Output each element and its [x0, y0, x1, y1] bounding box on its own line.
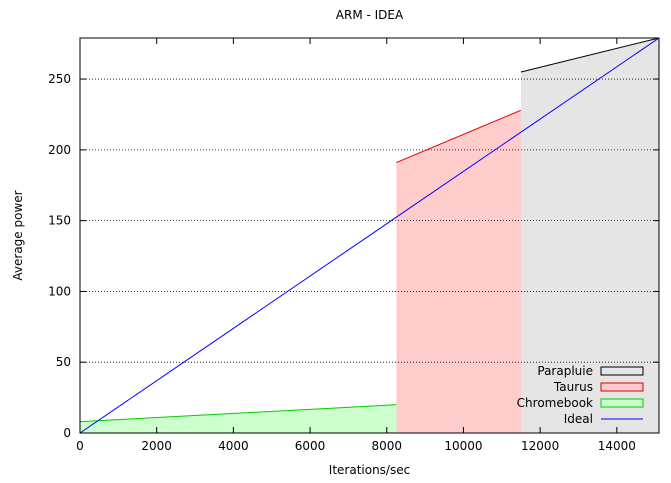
legend-label-ideal: Ideal: [564, 412, 593, 426]
y-tick-label: 250: [48, 72, 71, 86]
line-chromebook: [79, 404, 397, 423]
x-tick-label: 0: [76, 439, 84, 453]
y-axis-ticks: 0 50 100 150 200 250: [48, 72, 659, 440]
x-tick-label: 2000: [141, 439, 172, 453]
x-tick-label: 12000: [521, 439, 559, 453]
y-tick-label: 100: [48, 284, 71, 298]
legend-swatch-chromebook: [600, 398, 644, 408]
series-lines: [79, 37, 660, 434]
x-axis-ticks: 0 2000 4000 6000 8000 10000 12000 14000: [76, 38, 636, 453]
y-tick-label: 200: [48, 143, 71, 157]
y-tick-label: 50: [56, 355, 71, 369]
legend-label-chromebook: Chromebook: [517, 396, 593, 410]
x-tick-label: 6000: [295, 439, 326, 453]
legend: Parapluie Taurus Chromebook Ideal: [517, 364, 644, 426]
legend-swatch-parapluie: [600, 366, 644, 376]
line-taurus: [396, 109, 522, 164]
chart-title: ARM - IDEA: [336, 8, 404, 22]
grid-lines: [80, 78, 659, 363]
legend-label-taurus: Taurus: [553, 380, 593, 394]
series-areas: [80, 38, 659, 434]
area-parapluie: [520, 38, 659, 433]
y-tick-label: 0: [63, 426, 71, 440]
x-axis-label: Iterations/sec: [329, 463, 410, 477]
y-axis-label: Average power: [11, 190, 25, 280]
plot-frame: [79, 37, 660, 434]
line-parapluie: [520, 37, 660, 73]
x-tick-label: 10000: [444, 439, 482, 453]
x-tick-label: 14000: [598, 439, 636, 453]
line-ideal: [79, 37, 660, 434]
y-tick-label: 150: [48, 214, 71, 228]
legend-swatch-taurus: [600, 382, 644, 392]
x-tick-label: 4000: [218, 439, 249, 453]
area-chromebook: [80, 404, 397, 433]
x-tick-label: 8000: [371, 439, 402, 453]
legend-label-parapluie: Parapluie: [537, 364, 593, 378]
area-taurus: [396, 110, 521, 434]
